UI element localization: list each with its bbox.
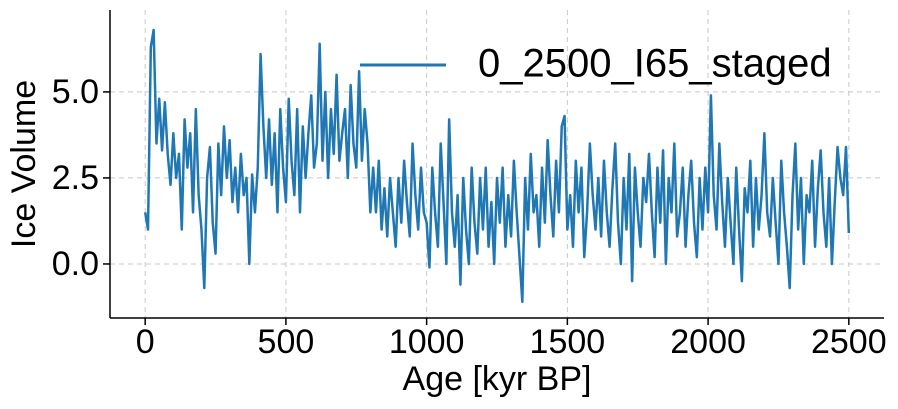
y-tick-label: 2.5 [52,159,99,197]
x-tick-label: 1000 [389,323,465,361]
x-axis-label: Age [kyr BP] [403,360,592,398]
x-tick-label: 500 [258,323,315,361]
x-tick-label: 1500 [530,323,606,361]
x-tick-label: 2500 [811,323,887,361]
y-tick-label: 0.0 [52,245,99,283]
y-tick-label: 5.0 [52,73,99,111]
data-line [143,28,851,304]
x-tick-label: 0 [136,323,155,361]
x-tick-label: 2000 [670,323,746,361]
legend-label: 0_2500_I65_staged [478,42,832,86]
y-axis-label: Ice Volume [5,80,43,248]
